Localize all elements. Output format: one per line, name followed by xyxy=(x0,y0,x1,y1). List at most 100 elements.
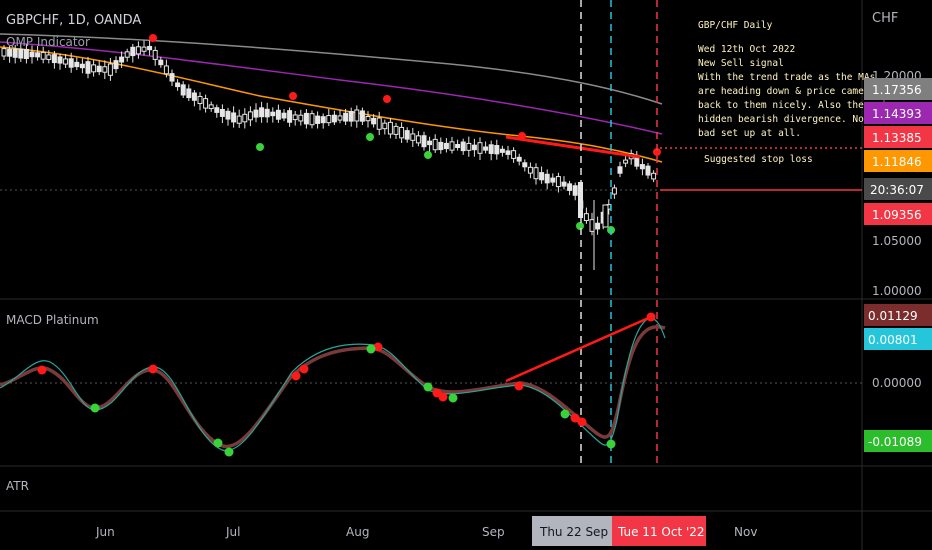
buy-dot xyxy=(576,222,584,230)
candle-body xyxy=(494,144,500,155)
macd-zero-tick: 0.00000 xyxy=(872,376,922,390)
macd-line xyxy=(0,317,666,452)
candle-body xyxy=(231,112,237,123)
macd-sell-dot xyxy=(148,364,158,374)
candle-body xyxy=(214,107,220,113)
candle-body xyxy=(443,142,449,150)
candle-body xyxy=(23,48,29,60)
macd-pane-label: MACD Platinum xyxy=(6,313,99,327)
price-badge-text: 1.13385 xyxy=(872,131,922,145)
candle-body xyxy=(399,126,405,139)
candle-body xyxy=(522,162,528,168)
candle-body xyxy=(208,104,214,110)
candle-body xyxy=(382,122,388,130)
candle-body xyxy=(483,146,489,151)
macd-trendline xyxy=(505,314,654,383)
annotation-date: Wed 12th Oct 2022 xyxy=(698,44,795,55)
macd-buy-dot xyxy=(213,438,223,448)
candle-body xyxy=(371,117,377,125)
price-badge xyxy=(864,102,932,124)
candle-body xyxy=(180,84,186,96)
month-label: Jun xyxy=(95,525,115,539)
annotation-line: With the trend trade as the MAs xyxy=(698,72,875,83)
candle-body xyxy=(393,125,399,135)
countdown-badge xyxy=(864,178,932,200)
month-label: Nov xyxy=(734,525,757,539)
candle-body xyxy=(85,61,91,74)
candle-body xyxy=(169,73,175,82)
ma-gray-line xyxy=(0,33,663,105)
annotation-line: bad set up at all. xyxy=(698,128,801,139)
candle-body xyxy=(438,141,444,151)
price-badge-text: 1.09356 xyxy=(872,208,922,222)
candle-body xyxy=(51,54,57,64)
candle-body xyxy=(499,148,505,153)
candle-body xyxy=(74,61,80,68)
candle-body xyxy=(298,114,304,122)
candle-body xyxy=(315,115,321,124)
candle-body xyxy=(219,108,225,117)
countdown-text: 20:36:07 xyxy=(870,183,924,197)
macd-sell-dot xyxy=(37,365,47,375)
macd-buy-dot xyxy=(90,403,100,413)
signal-dots-group xyxy=(149,34,661,234)
candle-body xyxy=(415,135,421,144)
candle-body xyxy=(203,98,209,109)
indicator-label: QMP Indicator xyxy=(6,35,90,49)
candle-body xyxy=(259,107,265,118)
candle-body xyxy=(488,144,494,154)
date-badge-1: Thu 22 Sep '22 xyxy=(539,525,630,539)
price-badge xyxy=(864,203,932,225)
candle-body xyxy=(611,187,617,195)
candle-body xyxy=(320,116,326,124)
candles-group xyxy=(1,40,657,270)
sell-dot xyxy=(289,92,297,100)
candle-body xyxy=(107,63,113,76)
candle-body xyxy=(40,51,46,60)
candle-body xyxy=(595,222,601,230)
macd-buy-dot xyxy=(448,393,458,403)
date-badge-2-bg xyxy=(612,516,706,546)
candle-body xyxy=(516,156,522,162)
candle-body xyxy=(79,63,85,69)
candle-body xyxy=(63,58,69,65)
price-badge-text: 1.14393 xyxy=(872,107,922,121)
macd-badge xyxy=(864,430,932,452)
candle-body xyxy=(348,111,354,122)
candle-body xyxy=(29,51,35,58)
atr-pane-label: ATR xyxy=(6,479,29,493)
candle-body xyxy=(191,92,197,101)
macd-sell-dot xyxy=(291,371,301,381)
price-badge xyxy=(864,78,932,100)
candle-body xyxy=(354,109,360,122)
candle-body xyxy=(455,143,461,149)
macd-sell-dot xyxy=(299,364,309,374)
candle-body xyxy=(102,66,108,73)
stop-loss-label: Suggested stop loss xyxy=(704,154,813,165)
candle-body xyxy=(91,64,97,73)
candle-body xyxy=(57,56,63,64)
macd-buy-dot xyxy=(224,447,234,457)
buy-dot xyxy=(424,151,432,159)
candle-body xyxy=(287,110,293,123)
candle-body xyxy=(376,117,382,130)
price-tick: 1.05000 xyxy=(872,234,922,248)
candle-body xyxy=(410,133,416,141)
candle-body xyxy=(589,219,595,232)
buy-dot xyxy=(366,133,374,141)
candle-body xyxy=(583,213,589,222)
candle-body xyxy=(555,176,561,188)
macd-buy-dot xyxy=(606,439,616,449)
candle-body xyxy=(270,111,276,117)
macd-badge-text: 0.00801 xyxy=(868,333,918,347)
candle-body xyxy=(292,114,298,121)
candle-body xyxy=(236,115,242,124)
candle-body xyxy=(331,114,337,123)
candle-body xyxy=(68,58,74,68)
candle-body xyxy=(7,48,13,57)
candle-body xyxy=(539,172,545,181)
candle-body xyxy=(511,150,517,159)
sell-dot xyxy=(383,95,391,103)
macd-badge xyxy=(864,304,932,326)
